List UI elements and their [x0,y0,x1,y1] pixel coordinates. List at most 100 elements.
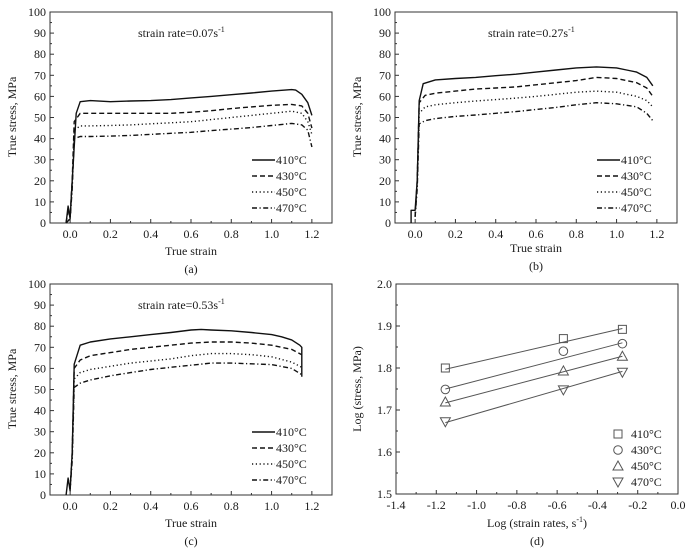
legend-label: 430°C [276,441,307,455]
x-tick-label: -0.6 [548,498,567,512]
legend-label: 450°C [631,459,662,473]
y-tick-label: 30 [34,425,46,439]
x-tick-label: 0.4 [143,499,158,513]
legend-label: 430°C [276,169,307,183]
y-tick-label: 1.5 [377,487,392,501]
data-point-triangle-up [439,395,452,407]
panel-c-ticks: 0.0 0.2 0.4 0.6 0.8 1.0 1.2 0 10 20 30 40 50 60 70 80 90… [28,277,319,513]
legend-label: 410°C [621,153,652,167]
y-tick-label: 100 [28,277,46,291]
panel-b-ylabel: True stress, MPa [350,76,364,157]
data-point-triangle-down [616,367,629,379]
panel-b-xlabel: True strain [510,241,562,255]
y-tick-label: 0 [40,488,46,502]
panel-c-annotation: strain rate=0.53s-1 [138,297,225,312]
legend-marker-triangle-up [612,459,624,471]
y-tick-label: 1.6 [377,445,392,459]
series-line-dashdot [65,122,313,224]
panel-b-series [410,66,654,223]
panel-a-ticks: 0.0 0.2 0.4 0.6 0.8 1.0 1.2 0 10 20 30 40 50 60 70 80 90… [28,5,319,241]
y-tick-label: 40 [34,132,46,146]
data-point-circle [617,338,628,349]
panel-a-xlabel: True strain [165,244,217,258]
panel-d-caption: (d) [530,534,544,548]
legend-marker-triangle-down [612,477,624,489]
legend-marker-circle [613,445,623,455]
panel-d-series [439,324,629,428]
y-tick-label: 2.0 [377,277,392,291]
x-tick-label: 0.0 [63,227,78,241]
fit-line [445,355,623,404]
y-tick-label: 90 [34,298,46,312]
y-tick-label: 50 [34,383,46,397]
x-tick-label: -1.4 [387,498,406,512]
series-line-solid [410,66,654,223]
x-tick-label: 0.8 [569,227,584,241]
panel-c-caption: (c) [184,534,197,548]
panel-c-legend: 410°C 430°C 450°C 470°C [252,425,307,487]
panel-d-ylabel: Log (stress, MPa) [350,346,364,432]
x-tick-label: 1.2 [304,227,319,241]
fit-line [445,342,623,390]
y-tick-label: 20 [379,174,391,188]
x-tick-label: 0.6 [184,499,199,513]
fit-line [445,328,623,370]
panel-b-caption: (b) [529,259,543,273]
series-line-dotted [69,352,303,489]
legend-label: 410°C [276,153,307,167]
series-line-solid [65,88,313,224]
panel-a: 0.0 0.2 0.4 0.6 0.8 1.0 1.2 0 10 20 30 40 50 60 70 80 90… [5,5,333,276]
panel-a-annotation: strain rate=0.07s-1 [138,25,225,40]
series-line-dashed [69,341,303,489]
legend-label: 410°C [631,427,662,441]
data-point-triangle-up [557,364,570,376]
x-tick-label: 0.6 [529,227,544,241]
fit-line [445,370,623,424]
panel-c: 0.0 0.2 0.4 0.6 0.8 1.0 1.2 0 10 20 30 40 50 60 70 80 90… [5,277,333,548]
panel-a-legend: 410°C 430°C 450°C 470°C [252,153,307,215]
series-line-dashdot [69,362,303,489]
x-tick-label: 0.0 [408,227,423,241]
data-point-square [440,363,450,373]
y-tick-label: 20 [34,446,46,460]
y-tick-label: 100 [373,5,391,19]
legend-label: 450°C [621,185,652,199]
y-tick-label: 0 [385,216,391,230]
x-tick-label: -0.8 [507,498,526,512]
x-tick-label: 1.2 [649,227,664,241]
data-point-circle [440,384,451,395]
legend-marker-square [613,429,623,439]
x-tick-label: 1.0 [264,227,279,241]
y-tick-label: 20 [34,174,46,188]
y-tick-label: 60 [34,89,46,103]
y-tick-label: 30 [379,153,391,167]
panel-a-caption: (a) [184,262,197,276]
x-tick-label: -1.2 [427,498,446,512]
y-tick-label: 0 [40,216,46,230]
x-tick-label: 1.0 [264,499,279,513]
panel-d-legend: 410°C 430°C 450°C 470°C [612,427,662,489]
x-tick-label: 1.2 [304,499,319,513]
y-tick-label: 1.7 [377,403,392,417]
legend-label: 430°C [631,443,662,457]
x-tick-label: 1.0 [609,227,624,241]
y-tick-label: 1.9 [377,319,392,333]
panel-b-ticks: 0.0 0.2 0.4 0.6 0.8 1.0 1.2 0 10 20 30 40 50 60 70 80 90… [373,5,664,241]
y-tick-label: 50 [379,111,391,125]
legend-label: 410°C [276,425,307,439]
data-point-square [558,334,568,344]
panel-b-annotation: strain rate=0.27s-1 [488,25,575,40]
y-tick-label: 10 [379,195,391,209]
legend-label: 470°C [621,201,652,215]
legend-label: 450°C [276,457,307,471]
y-tick-label: 80 [34,47,46,61]
x-tick-label: 0.2 [103,227,118,241]
x-tick-label: 0.4 [143,227,158,241]
y-tick-label: 70 [34,68,46,82]
y-tick-label: 80 [34,319,46,333]
x-tick-label: 0.4 [488,227,503,241]
x-tick-label: 0.6 [184,227,199,241]
legend-label: 430°C [621,169,652,183]
panel-d: -1.4 -1.2 -1.0 -0.8 -0.6 -0.4 -0.2 0.0 1.5 1.6 1.7… [350,277,686,548]
series-line-dashed [414,76,654,217]
